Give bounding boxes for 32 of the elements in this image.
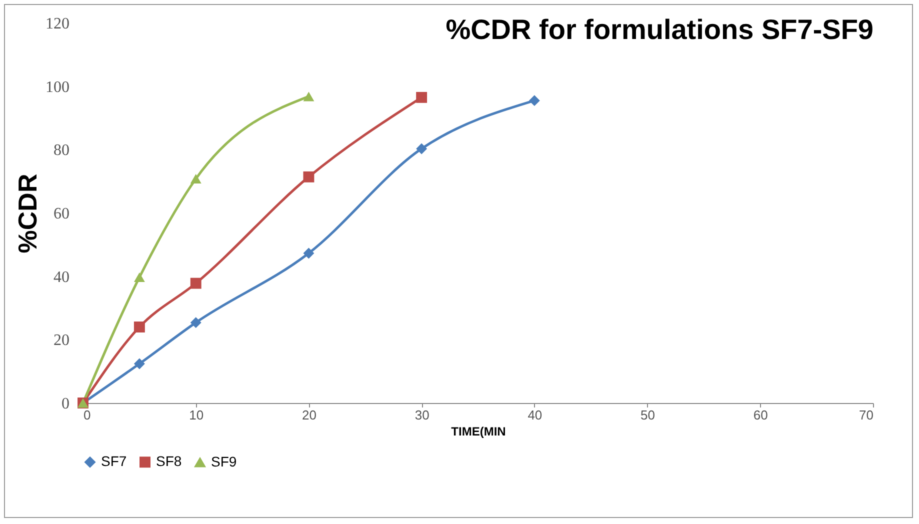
x-tick-label: 10 [189, 408, 204, 422]
x-axis-title: TIME(MIN [451, 424, 506, 438]
x-tick-label: 50 [640, 408, 656, 422]
x-tick-label: 20 [302, 408, 316, 422]
x-tick-label: 40 [528, 408, 542, 422]
x-tick-label: 0 [84, 408, 91, 422]
point [528, 95, 540, 106]
legend-label: SF9 [211, 453, 237, 470]
point [190, 317, 202, 328]
y-tick-label: 100 [46, 78, 70, 96]
point [416, 143, 428, 154]
point [190, 278, 202, 289]
x-tick-label: 30 [414, 408, 430, 422]
legend-label: SF8 [156, 453, 182, 470]
chart-title: %CDR for formulations SF7-SF9 [446, 14, 874, 45]
point [134, 358, 145, 370]
y-axis-title: %CDR [12, 174, 42, 254]
point [416, 92, 428, 103]
point [303, 92, 314, 102]
point [303, 171, 314, 182]
x-tick-label: 60 [753, 408, 768, 422]
y-tick-label: 80 [54, 142, 70, 160]
point [134, 322, 145, 332]
point [134, 272, 145, 282]
legend-label: SF7 [101, 453, 127, 470]
point [303, 248, 314, 259]
y-tick-label: 60 [54, 206, 70, 222]
y-tick-label: 40 [54, 268, 70, 286]
point [190, 174, 202, 184]
y-tick-label: 20 [54, 332, 70, 350]
x-tick-label: 70 [859, 408, 874, 422]
y-tick-label: 120 [46, 16, 70, 32]
